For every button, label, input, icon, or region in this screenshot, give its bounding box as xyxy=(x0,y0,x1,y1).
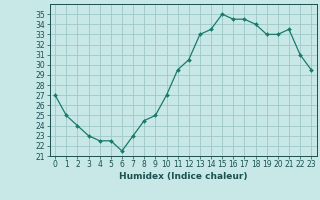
X-axis label: Humidex (Indice chaleur): Humidex (Indice chaleur) xyxy=(119,172,247,181)
